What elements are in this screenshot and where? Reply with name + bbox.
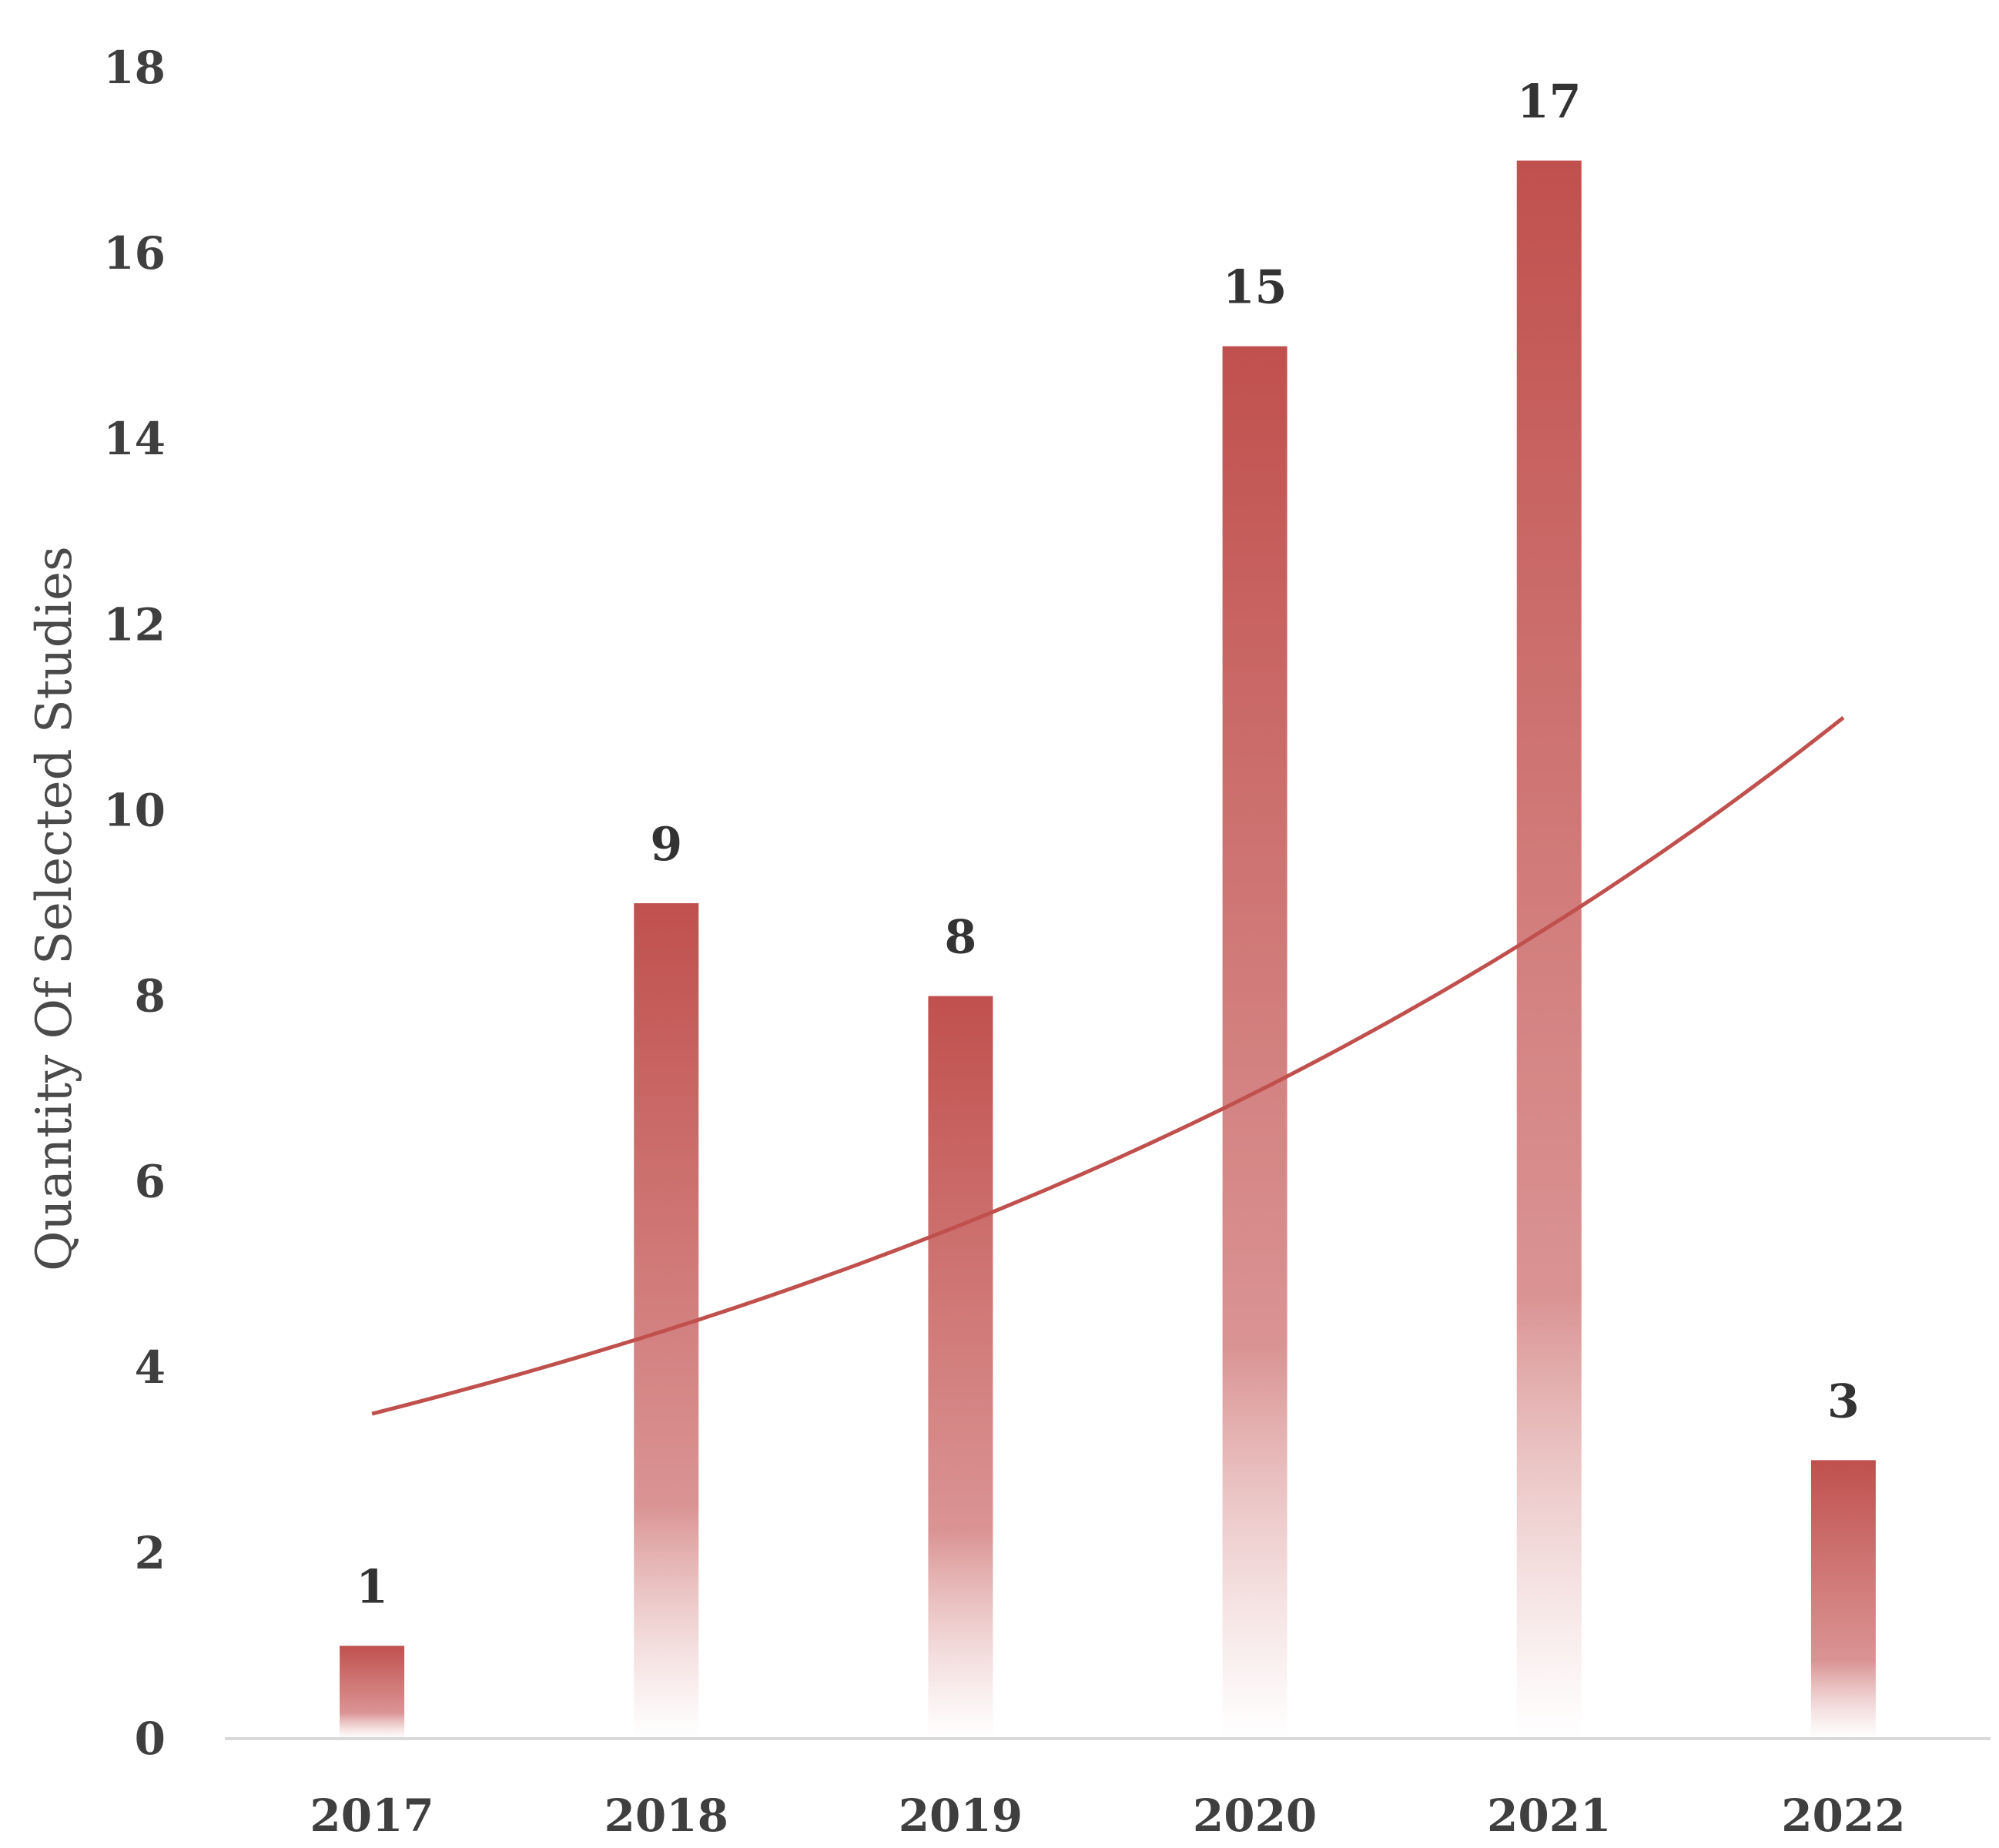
y-tick-label: 10: [103, 784, 166, 836]
y-tick-label: 2: [135, 1527, 166, 1579]
data-label: 15: [1223, 261, 1287, 315]
x-tick-label: 2018: [604, 1789, 728, 1842]
x-tick-label: 2021: [1487, 1789, 1611, 1842]
y-axis-title: Quantity Of Selected Studies: [26, 546, 83, 1271]
bar: [340, 1645, 405, 1739]
x-tick-label: 2017: [310, 1789, 434, 1842]
y-tick-label: 8: [135, 970, 166, 1023]
bar: [1516, 160, 1582, 1739]
trendline: [371, 715, 1845, 1416]
y-tick-label: 14: [103, 413, 166, 465]
data-label: 17: [1517, 75, 1582, 129]
data-label: 3: [1827, 1374, 1860, 1428]
y-tick-label: 16: [103, 227, 166, 280]
y-axis: 0 2 4 6 8 10 12 14 16 18: [103, 42, 166, 1765]
data-label: 8: [945, 911, 977, 965]
data-label: 9: [650, 818, 682, 872]
x-tick-label: 2022: [1781, 1789, 1905, 1842]
x-tick-label: 2019: [899, 1789, 1023, 1842]
y-tick-label: 0: [135, 1712, 166, 1765]
y-tick-label: 18: [103, 42, 166, 94]
data-label: 1: [356, 1560, 388, 1614]
bar: [928, 996, 993, 1739]
bar: [1810, 1460, 1876, 1739]
bar: [1222, 346, 1287, 1739]
x-tick-label: 2020: [1193, 1789, 1317, 1842]
data-labels: 1 9 8 15 17 3: [356, 75, 1860, 1615]
y-tick-label: 12: [103, 598, 166, 651]
bar: [634, 903, 699, 1739]
y-tick-label: 6: [135, 1156, 166, 1208]
x-axis: 2017 2018 2019 2020 2021 2022: [310, 1789, 1905, 1842]
bars: [340, 160, 1876, 1739]
y-tick-label: 4: [135, 1341, 166, 1394]
